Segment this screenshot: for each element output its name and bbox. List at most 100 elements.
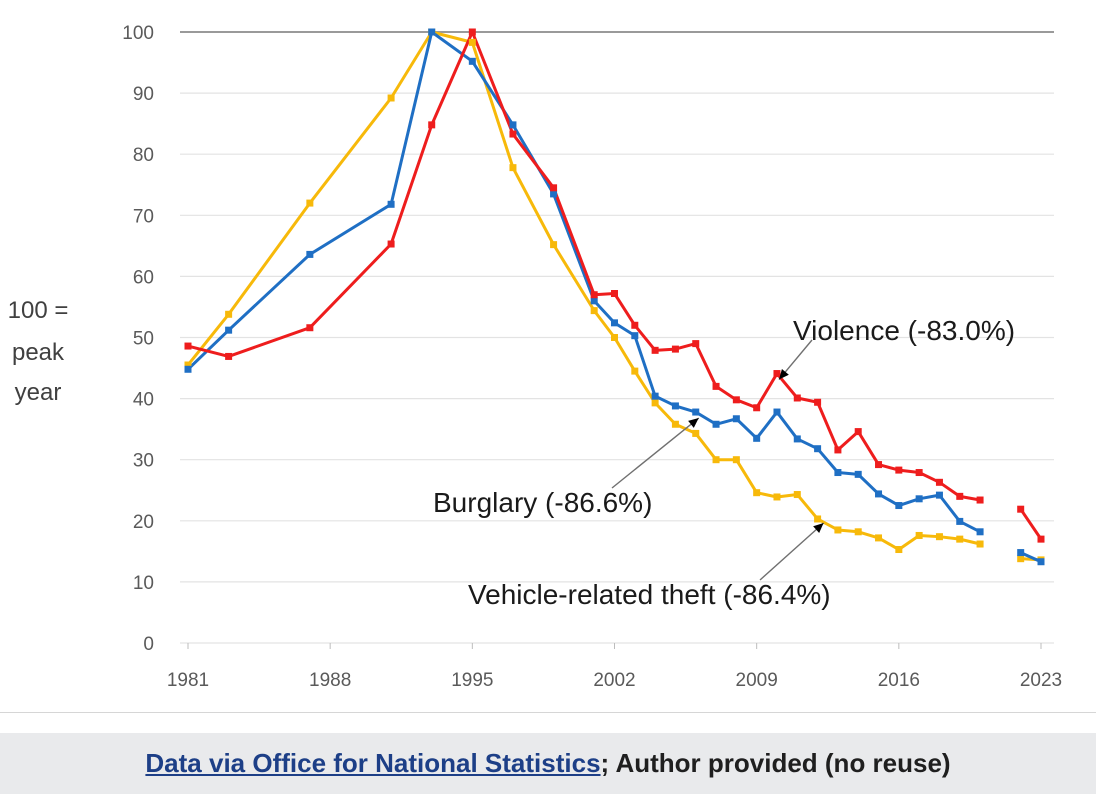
y-tick-label: 10 [133, 573, 154, 594]
burglary-point [976, 528, 984, 536]
burglary-point [468, 57, 476, 65]
vehicle-theft-arrowhead [813, 522, 824, 533]
violence-point [712, 382, 720, 390]
burglary-point [306, 250, 314, 258]
burglary-point [854, 470, 862, 478]
violence-line-1 [187, 30, 981, 502]
burglary-arrowhead [688, 418, 699, 428]
burglary-point [915, 495, 923, 503]
vehicle-related-theft-point [671, 420, 679, 428]
violence-point [631, 321, 639, 329]
vehicle-related-theft-point [895, 546, 903, 554]
y-tick-label: 20 [133, 512, 154, 533]
burglary-point [1017, 549, 1025, 557]
violence-point [875, 461, 883, 469]
burglary-point [692, 408, 700, 416]
vehicle-related-theft-point [590, 307, 598, 315]
y-tick-label: 90 [133, 84, 154, 105]
violence-point [590, 291, 598, 299]
burglary-point [712, 420, 720, 428]
violence-point [468, 28, 476, 36]
y-tick-label: 40 [133, 390, 154, 411]
burglary-point [895, 502, 903, 510]
burglary-point [509, 121, 517, 129]
y-tick-label: 30 [133, 451, 154, 472]
x-tick-label: 1981 [167, 670, 209, 691]
x-tick-label: 2009 [736, 670, 778, 691]
violence-point [834, 446, 842, 454]
violence-point [814, 398, 822, 406]
vehicle-related-theft-point [956, 535, 964, 543]
violence-label: Violence (-83.0%) [793, 315, 1015, 346]
vehicle-related-theft-point [976, 540, 984, 548]
vehicle-related-theft-point [732, 456, 740, 464]
annotations: Violence (-83.0%) Burglary (-86.6%) Vehi… [433, 315, 1015, 610]
vehicle-related-theft-point [793, 491, 801, 499]
vehicle-related-theft-point [306, 199, 314, 207]
violence-point [550, 184, 558, 192]
burglary-point [428, 28, 436, 36]
burglary-label: Burglary (-86.6%) [433, 487, 652, 518]
burglary-point [184, 365, 192, 373]
caption: Data via Office for National Statistics;… [145, 748, 950, 779]
vehicle-related-theft-point [225, 310, 233, 318]
burglary-point [671, 402, 679, 410]
burglary-point [631, 332, 639, 340]
y-tick-label: 80 [133, 145, 154, 166]
series-markers [184, 28, 1045, 566]
violence-point [306, 324, 314, 332]
vehicle-related-theft-point [814, 515, 822, 523]
violence-point [895, 466, 903, 474]
y-axis-ticks: 0 10 20 30 40 50 60 70 80 90 100 [122, 23, 154, 655]
chart-bottom-border [0, 712, 1096, 713]
violence-arrowhead [778, 368, 789, 380]
violence-point [732, 396, 740, 404]
violence-point [956, 492, 964, 500]
burglary-point [225, 326, 233, 334]
burglary-point [732, 415, 740, 423]
vehicle-related-theft-point [834, 526, 842, 534]
y-tick-label: 0 [143, 634, 154, 655]
violence-point [611, 290, 618, 298]
line-chart: 0 10 20 30 40 50 60 70 80 90 100 1981 1988 1995 2002 2… [8, 23, 1063, 691]
y-tick-label: 100 [122, 23, 154, 44]
vehicle-related-theft-point [184, 361, 192, 369]
violence-point [753, 404, 761, 412]
violence-point [509, 130, 517, 138]
y-axis-label-line-1: 100 = [8, 297, 69, 324]
vehicle-related-theft-point [915, 531, 923, 539]
burglary-point [590, 297, 598, 305]
burglary-point [773, 408, 781, 416]
vehicle-theft-label: Vehicle-related theft (-86.4%) [468, 579, 831, 610]
x-tick-label: 2002 [593, 670, 635, 691]
caption-bar: Data via Office for National Statistics;… [0, 733, 1096, 794]
violence-point [184, 342, 192, 350]
violence-point [225, 352, 233, 360]
violence-point [428, 121, 436, 129]
vehicle-related-theft-point [935, 533, 943, 541]
data-source-link[interactable]: Data via Office for National Statistics [145, 748, 601, 778]
x-tick-label: 2023 [1020, 670, 1062, 691]
caption-credit: ; Author provided (no reuse) [600, 748, 951, 778]
violence-point [773, 370, 781, 378]
violence-point [651, 346, 659, 354]
burglary-point [793, 435, 801, 443]
vehicle-related-theft-point [773, 493, 781, 501]
violence-point [1037, 535, 1045, 543]
vehicle-related-theft-point [509, 164, 517, 172]
burglary-point [956, 517, 964, 525]
burglary-point [387, 200, 395, 208]
x-tick-label: 2016 [878, 670, 920, 691]
vehicle-related-theft-point [468, 38, 476, 46]
vehicle-related-theft-point [550, 241, 558, 249]
vehicle-related-theft-point [387, 94, 395, 102]
burglary-point [651, 392, 659, 400]
violence-point [1017, 505, 1025, 513]
burglary-line-1 [186, 30, 981, 534]
burglary-point [834, 469, 842, 477]
burglary-point [814, 445, 822, 453]
violence-point [671, 345, 679, 353]
y-axis-label-line-2: peak [12, 339, 65, 366]
violence-point [793, 394, 801, 402]
burglary-point [611, 319, 618, 327]
